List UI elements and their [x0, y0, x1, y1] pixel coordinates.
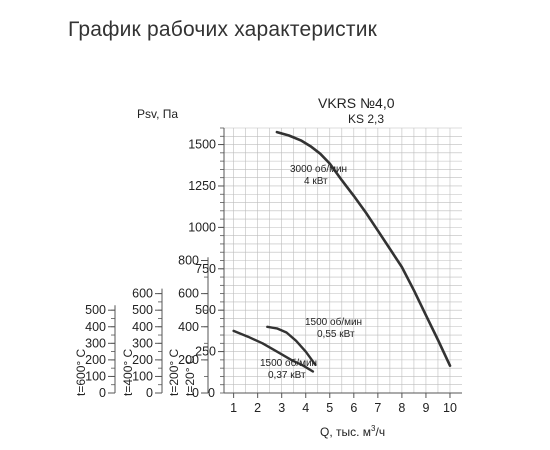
curve-labels: 3000 об/мин 4 кВт 1500 об/мин 0,55 кВт 1… — [260, 163, 362, 381]
x-tick-label: 2 — [254, 401, 261, 415]
label-3000-line1: 3000 об/мин — [290, 163, 347, 175]
aux-tick-label: 300 — [85, 336, 106, 350]
x-tick-label: 10 — [443, 401, 457, 415]
label-055-line2: 0,55 кВт — [317, 329, 355, 340]
x-tick-label: 5 — [326, 401, 333, 415]
aux-tick-label: 600 — [178, 287, 199, 301]
x-axis-title-text: Q, тыс. м — [320, 425, 371, 439]
aux-tick-label: 100 — [132, 369, 153, 383]
aux-tick-label: 600 — [132, 287, 153, 301]
y-tick-label: 250 — [195, 345, 216, 359]
x-axis-title-sup: 3 — [371, 424, 376, 433]
model-title: VKRS №4,0 — [318, 95, 395, 111]
aux-tick-label: 0 — [99, 386, 106, 400]
aux-tick-label: 200 — [85, 353, 106, 367]
temperature-label: t=600° C — [74, 349, 88, 396]
x-ticks: 1 2 3 4 5 6 7 8 9 10 — [230, 393, 457, 415]
y-tick-label: 750 — [195, 262, 216, 276]
curves — [232, 130, 452, 373]
aux-tick-label: 0 — [146, 386, 153, 400]
main-y-ticks: 250 500 750 1000 1250 1500 — [188, 138, 224, 359]
aux-tick-label: 200 — [132, 353, 153, 367]
aux-tick-label: 400 — [178, 320, 199, 334]
x-tick-label: 7 — [374, 401, 381, 415]
aux-tick-label: 800 — [178, 254, 199, 268]
x-tick-label: 8 — [398, 401, 405, 415]
label-037-line1: 1500 об/мин — [260, 357, 317, 369]
main-zero-label: 0 — [208, 386, 215, 400]
x-axis-title: Q, тыс. м3/ч — [320, 424, 385, 439]
temperature-label: t=20° C — [183, 355, 197, 396]
temperature-label: t=400° C — [121, 349, 135, 396]
aux-tick-label: 400 — [85, 320, 106, 334]
y-tick-label: 1250 — [188, 179, 216, 193]
y-tick-label: 500 — [195, 303, 216, 317]
model-subtitle: KS 2,3 — [348, 112, 384, 126]
x-tick-label: 1 — [230, 401, 237, 415]
label-3000-line2: 4 кВт — [304, 176, 328, 187]
aux-tick-label: 500 — [85, 303, 106, 317]
aux-tick-label: 500 — [132, 303, 153, 317]
aux-tick-label: 300 — [132, 336, 153, 350]
aux-tick-label: 100 — [85, 369, 106, 383]
label-037-line2: 0,37 кВт — [268, 370, 306, 381]
x-tick-label: 6 — [350, 401, 357, 415]
aux-tick-label: 200 — [178, 353, 199, 367]
temperature-label: t=200° C — [167, 349, 181, 396]
y-tick-label: 1000 — [188, 220, 216, 234]
label-055-line1: 1500 об/мин — [305, 316, 362, 328]
aux-tick-label: 400 — [132, 320, 153, 334]
aux-tick-label: 0 — [192, 386, 199, 400]
x-axis-title-suffix: /ч — [376, 425, 386, 439]
series-curve-2 — [232, 329, 315, 373]
y-tick-label: 1500 — [188, 138, 216, 152]
x-tick-label: 3 — [278, 401, 285, 415]
y-axis-title: Psv, Па — [137, 107, 178, 121]
x-tick-label: 9 — [422, 401, 429, 415]
grid — [224, 127, 462, 394]
page-title: График рабочих характеристик — [68, 18, 378, 41]
x-tick-label: 4 — [302, 401, 309, 415]
aux-axes: 0 100 200 300 400 500 t=600° C 0 100 200 300 400 500… — [74, 127, 224, 400]
series-curve-0 — [275, 130, 452, 367]
series-curve-1 — [266, 325, 317, 366]
